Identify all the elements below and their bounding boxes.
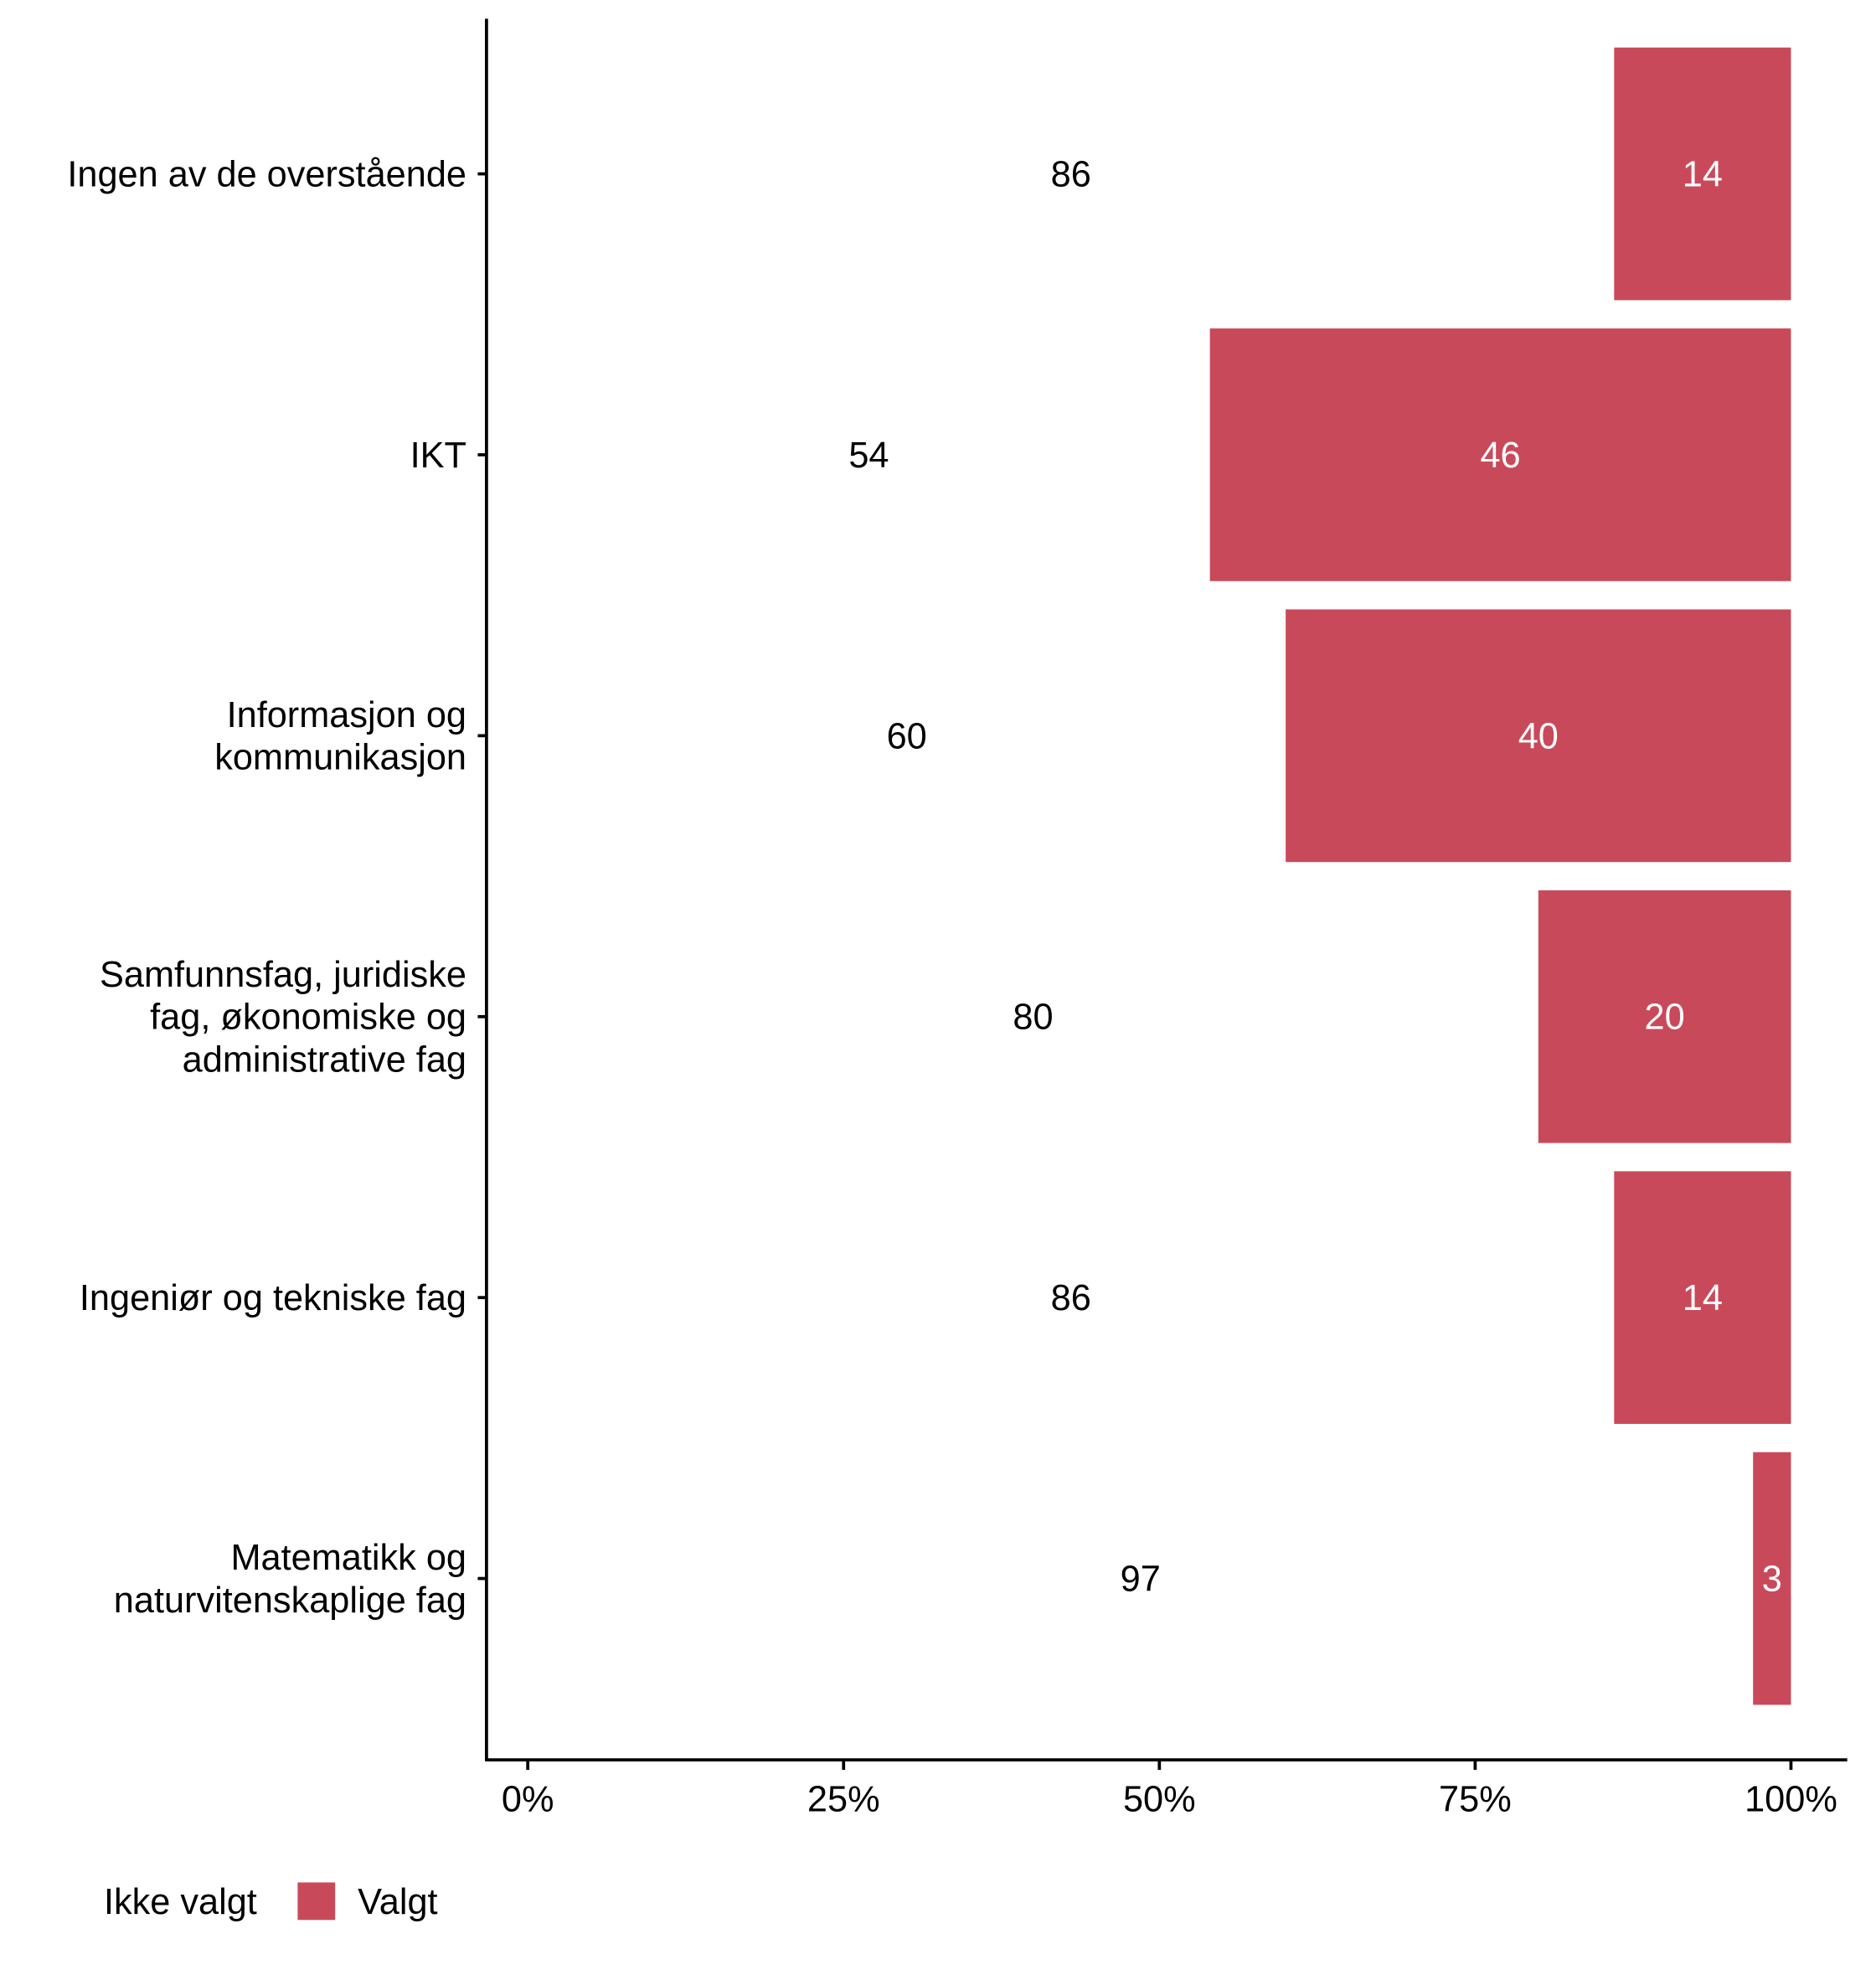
bar-ikke-valgt bbox=[528, 890, 1538, 1143]
x-tick-label: 50% bbox=[1123, 1779, 1196, 1819]
bar-ikke-valgt bbox=[528, 609, 1286, 863]
bar-valgt bbox=[1753, 1452, 1791, 1705]
x-tick-label: 75% bbox=[1439, 1779, 1512, 1819]
x-tick-label: 100% bbox=[1745, 1779, 1837, 1819]
bar-valgt bbox=[1286, 609, 1791, 863]
x-tick-labels: 0% 25% 50% 75% 100% bbox=[502, 1779, 1837, 1819]
data-label: 14 bbox=[1683, 155, 1723, 195]
data-label: 60 bbox=[887, 716, 927, 756]
bar-ikke-valgt bbox=[528, 1171, 1615, 1425]
data-label: 14 bbox=[1683, 1278, 1723, 1318]
bar-valgt bbox=[1538, 890, 1791, 1143]
bar-ikke-valgt bbox=[528, 328, 1210, 581]
data-label: 54 bbox=[848, 436, 889, 476]
x-tick-label: 0% bbox=[502, 1779, 554, 1819]
axes bbox=[477, 18, 1848, 1771]
bar-ikke-valgt bbox=[528, 1452, 1754, 1705]
legend-label-valgt: Valgt bbox=[358, 1882, 437, 1922]
x-tick-label: 25% bbox=[807, 1779, 880, 1819]
category-label: Matematikk og naturvitenskaplige fag bbox=[114, 1538, 466, 1621]
bar-valgt bbox=[1209, 328, 1791, 581]
legend: Ikke valgt Valgt bbox=[104, 1882, 438, 1922]
data-label: 20 bbox=[1645, 998, 1685, 1038]
data-label: 86 bbox=[1051, 155, 1091, 195]
legend-label-ikke-valgt: Ikke valgt bbox=[104, 1882, 257, 1922]
data-label: 97 bbox=[1121, 1560, 1161, 1600]
category-label: Informasjon og kommunikasjon bbox=[214, 695, 466, 778]
bar-ikke-valgt bbox=[528, 47, 1615, 301]
data-label: 80 bbox=[1013, 998, 1053, 1038]
category-label: Ingeniør og tekniske fag bbox=[80, 1278, 466, 1318]
data-label: 3 bbox=[1762, 1560, 1782, 1600]
bar-valgt bbox=[1614, 1171, 1791, 1425]
category-label: Samfunnsfag, juridiske fag, økonomiske og… bbox=[100, 955, 466, 1080]
bars-group: 86 14 54 46 60 40 80 20 86 14 97 3 bbox=[528, 47, 1791, 1705]
category-labels: Ingen av de overstående IKT Informasjon og… bbox=[67, 155, 466, 1621]
data-label: 86 bbox=[1051, 1278, 1091, 1318]
bar-valgt bbox=[1614, 47, 1791, 301]
data-label: 40 bbox=[1518, 716, 1559, 756]
category-label: Ingen av de overstående bbox=[67, 155, 466, 195]
data-label: 46 bbox=[1480, 436, 1520, 476]
category-label: IKT bbox=[410, 436, 466, 476]
legend-swatch-valgt bbox=[297, 1882, 336, 1921]
